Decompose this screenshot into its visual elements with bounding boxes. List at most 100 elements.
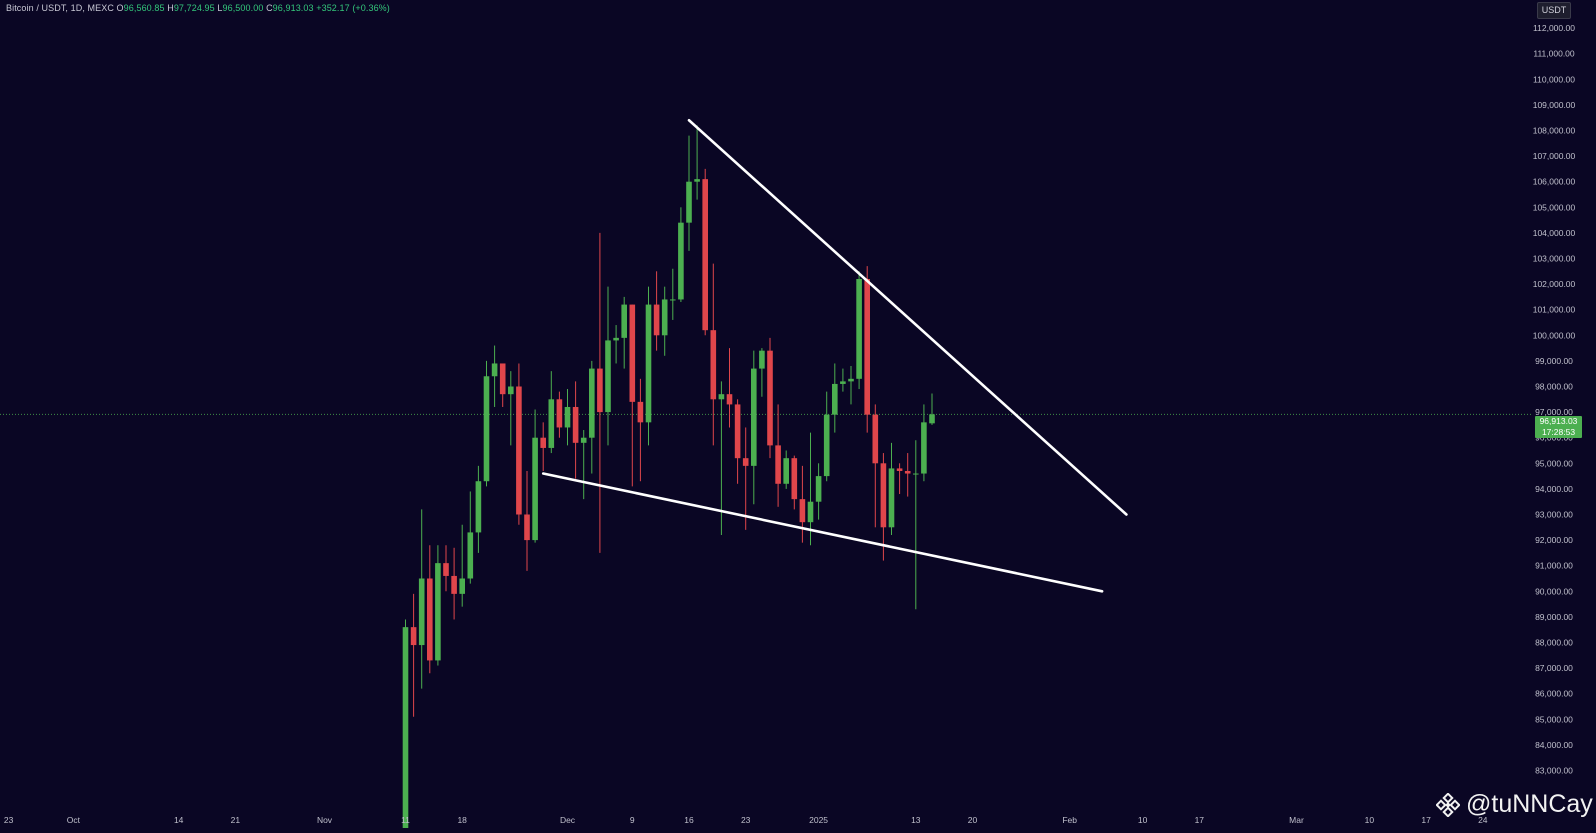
candle-body bbox=[621, 304, 627, 338]
candle bbox=[629, 304, 636, 487]
candle-body bbox=[880, 463, 887, 528]
y-tick-label: 109,000.00 bbox=[1533, 100, 1576, 110]
candle bbox=[888, 442, 895, 535]
watermark: @tuNNCay bbox=[1436, 790, 1593, 819]
candle-body bbox=[832, 383, 838, 415]
candle-body bbox=[904, 470, 911, 474]
currency-button[interactable]: USDT bbox=[1537, 2, 1571, 19]
x-tick-label: 10 bbox=[1138, 815, 1148, 825]
candle bbox=[467, 491, 474, 584]
candle-body bbox=[524, 514, 530, 541]
y-tick-label: 112,000.00 bbox=[1533, 23, 1575, 33]
y-tick-label: 88,000.00 bbox=[1535, 638, 1573, 648]
candle bbox=[491, 345, 498, 407]
close-value: 96,913.03 bbox=[272, 3, 314, 13]
candle bbox=[637, 378, 644, 482]
candle-body bbox=[742, 458, 749, 466]
candle-body bbox=[872, 414, 879, 464]
y-tick-label: 90,000.00 bbox=[1535, 586, 1573, 596]
x-tick-label: Mar bbox=[1289, 815, 1304, 825]
candle bbox=[564, 389, 571, 446]
candle-body bbox=[678, 222, 684, 300]
candle-body bbox=[483, 376, 490, 482]
candle bbox=[540, 422, 546, 471]
open-key: O bbox=[116, 3, 124, 13]
candle-body bbox=[783, 458, 789, 484]
candle-body bbox=[516, 386, 522, 515]
open-value: 96,560.85 bbox=[123, 3, 165, 13]
candle-body bbox=[499, 363, 506, 395]
candle bbox=[815, 463, 822, 520]
x-tick-label: 11 bbox=[401, 815, 410, 825]
y-tick-label: 110,000.00 bbox=[1533, 74, 1575, 84]
candle bbox=[832, 363, 838, 433]
candle-body bbox=[540, 437, 546, 448]
candle bbox=[904, 453, 911, 497]
candle bbox=[872, 404, 879, 528]
candle bbox=[710, 263, 717, 446]
candle-body bbox=[597, 368, 603, 413]
watermark-handle: @tuNNCay bbox=[1466, 790, 1593, 818]
candle-body bbox=[702, 179, 708, 331]
candle-body bbox=[791, 458, 798, 500]
candle-body bbox=[508, 386, 514, 395]
candle-body bbox=[759, 350, 765, 369]
candle bbox=[913, 440, 919, 610]
symbol-label[interactable]: Bitcoin / USDT, 1D, MEXC bbox=[6, 3, 114, 13]
candle-body bbox=[475, 481, 482, 533]
candle bbox=[807, 432, 814, 546]
candle bbox=[921, 404, 927, 482]
high-key: H bbox=[167, 3, 174, 13]
y-tick-label: 92,000.00 bbox=[1535, 535, 1573, 545]
candle-body bbox=[580, 437, 587, 443]
symbol-header: Bitcoin / USDT, 1D, MEXC O96,560.85 H97,… bbox=[6, 3, 390, 13]
x-tick-label: 2025 bbox=[809, 815, 828, 825]
y-tick-label: 85,000.00 bbox=[1535, 714, 1573, 724]
x-tick-label: 14 bbox=[174, 815, 184, 825]
candle-body bbox=[840, 381, 846, 384]
candle-body bbox=[637, 401, 644, 423]
candle bbox=[475, 465, 482, 553]
y-tick-label: 102,000.00 bbox=[1533, 279, 1576, 289]
last-price-value: 96,913.03 bbox=[1539, 416, 1578, 426]
y-tick-label: 98,000.00 bbox=[1535, 382, 1573, 392]
y-tick-label: 86,000.00 bbox=[1535, 689, 1573, 699]
candle bbox=[435, 545, 441, 666]
candle bbox=[678, 207, 684, 303]
y-tick-label: 103,000.00 bbox=[1533, 254, 1576, 264]
x-tick-label: 18 bbox=[457, 815, 467, 825]
candle-body bbox=[799, 499, 806, 523]
y-tick-label: 111,000.00 bbox=[1533, 49, 1575, 59]
candle-body bbox=[913, 473, 919, 475]
candle bbox=[572, 381, 579, 479]
candle bbox=[508, 371, 514, 446]
candle bbox=[653, 271, 660, 351]
candle bbox=[427, 545, 433, 674]
x-tick-label: 23 bbox=[4, 815, 14, 825]
high-value: 97,724.95 bbox=[173, 3, 215, 13]
candle bbox=[589, 360, 595, 474]
x-tick-label: 23 bbox=[741, 815, 751, 825]
candle bbox=[670, 268, 676, 320]
candle-body bbox=[670, 299, 676, 301]
candle bbox=[661, 286, 668, 356]
candle bbox=[621, 296, 627, 369]
candle bbox=[483, 360, 490, 487]
candle-body bbox=[823, 414, 830, 477]
y-tick-label: 87,000.00 bbox=[1535, 663, 1573, 673]
binance-logo-icon bbox=[1436, 792, 1460, 817]
y-tick-label: 104,000.00 bbox=[1533, 228, 1576, 238]
x-tick-label: Feb bbox=[1062, 815, 1077, 825]
y-tick-label: 83,000.00 bbox=[1535, 766, 1573, 776]
x-tick-label: Dec bbox=[560, 815, 576, 825]
candle-body bbox=[459, 578, 465, 594]
candle bbox=[767, 337, 773, 459]
y-tick-label: 108,000.00 bbox=[1533, 126, 1576, 136]
candle-body bbox=[427, 578, 433, 661]
y-tick-label: 89,000.00 bbox=[1535, 612, 1573, 622]
candle-body bbox=[848, 378, 854, 382]
candle bbox=[783, 450, 789, 489]
candle-body bbox=[556, 399, 563, 428]
